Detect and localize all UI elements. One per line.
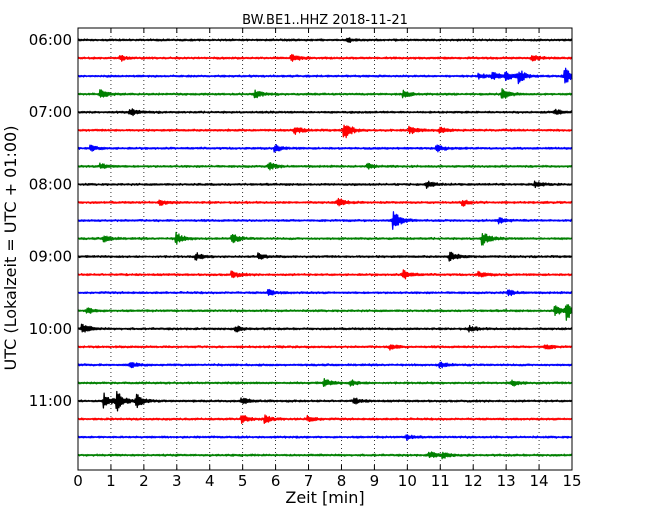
x-tick-label: 7 xyxy=(304,472,314,490)
trace-0945 xyxy=(77,304,573,321)
trace-1100 xyxy=(77,390,573,412)
y-tick-label: 06:00 xyxy=(29,31,72,49)
trace-0645 xyxy=(77,88,573,99)
trace-1130 xyxy=(77,434,573,441)
trace-1030 xyxy=(77,361,573,369)
x-axis-label: Zeit [min] xyxy=(285,488,364,507)
trace-0615 xyxy=(77,53,573,62)
trace-0930 xyxy=(77,288,573,297)
x-tick-label: 11 xyxy=(431,472,450,490)
x-tick-label: 4 xyxy=(205,472,215,490)
trace-0715 xyxy=(77,124,573,139)
y-axis-ticks: 06:00 07:00 08:00 09:00 10:00 11:00 xyxy=(29,31,572,410)
x-tick-label: 9 xyxy=(370,472,380,490)
y-tick-label: 10:00 xyxy=(29,320,72,338)
trace-0600 xyxy=(77,37,573,43)
y-tick-label: 08:00 xyxy=(29,175,72,193)
chart-title: BW.BE1..HHZ 2018-11-21 xyxy=(242,13,408,28)
trace-0815 xyxy=(77,197,573,207)
trace-1000 xyxy=(77,323,573,333)
x-tick-label: 14 xyxy=(530,472,549,490)
x-tick-label: 8 xyxy=(337,472,347,490)
trace-0830 xyxy=(77,211,573,230)
trace-0900 xyxy=(77,251,573,262)
trace-0730 xyxy=(77,144,573,153)
x-tick-label: 15 xyxy=(562,472,581,490)
x-tick-label: 0 xyxy=(73,472,83,490)
x-tick-label: 6 xyxy=(271,472,281,490)
y-tick-label: 09:00 xyxy=(29,248,72,266)
x-tick-label: 5 xyxy=(238,472,248,490)
x-tick-label: 12 xyxy=(464,472,483,490)
y-tick-label: 11:00 xyxy=(29,392,72,410)
trace-0700 xyxy=(77,108,573,117)
x-tick-label: 3 xyxy=(172,472,182,490)
x-tick-label: 1 xyxy=(106,472,116,490)
vertical-grid xyxy=(110,28,540,470)
trace-0845 xyxy=(77,231,573,246)
y-tick-label: 07:00 xyxy=(29,103,72,121)
trace-1145 xyxy=(77,451,573,460)
plot-frame xyxy=(77,27,573,471)
trace-0630 xyxy=(77,67,573,85)
x-tick-label: 2 xyxy=(139,472,149,490)
trace-0745 xyxy=(77,162,573,171)
y-axis-label: UTC (Lokalzeit = UTC + 01:00) xyxy=(1,126,20,371)
trace-0800 xyxy=(77,180,573,189)
trace-1045 xyxy=(77,378,573,387)
seismic-traces xyxy=(77,37,573,460)
x-tick-label: 10 xyxy=(398,472,417,490)
x-tick-label: 13 xyxy=(497,472,516,490)
trace-1015 xyxy=(77,344,573,351)
x-axis-ticks: 0 1 2 3 4 5 6 7 8 9 10 11 12 13 14 15 xyxy=(73,28,582,490)
trace-1115 xyxy=(77,414,573,425)
trace-0915 xyxy=(77,269,573,280)
